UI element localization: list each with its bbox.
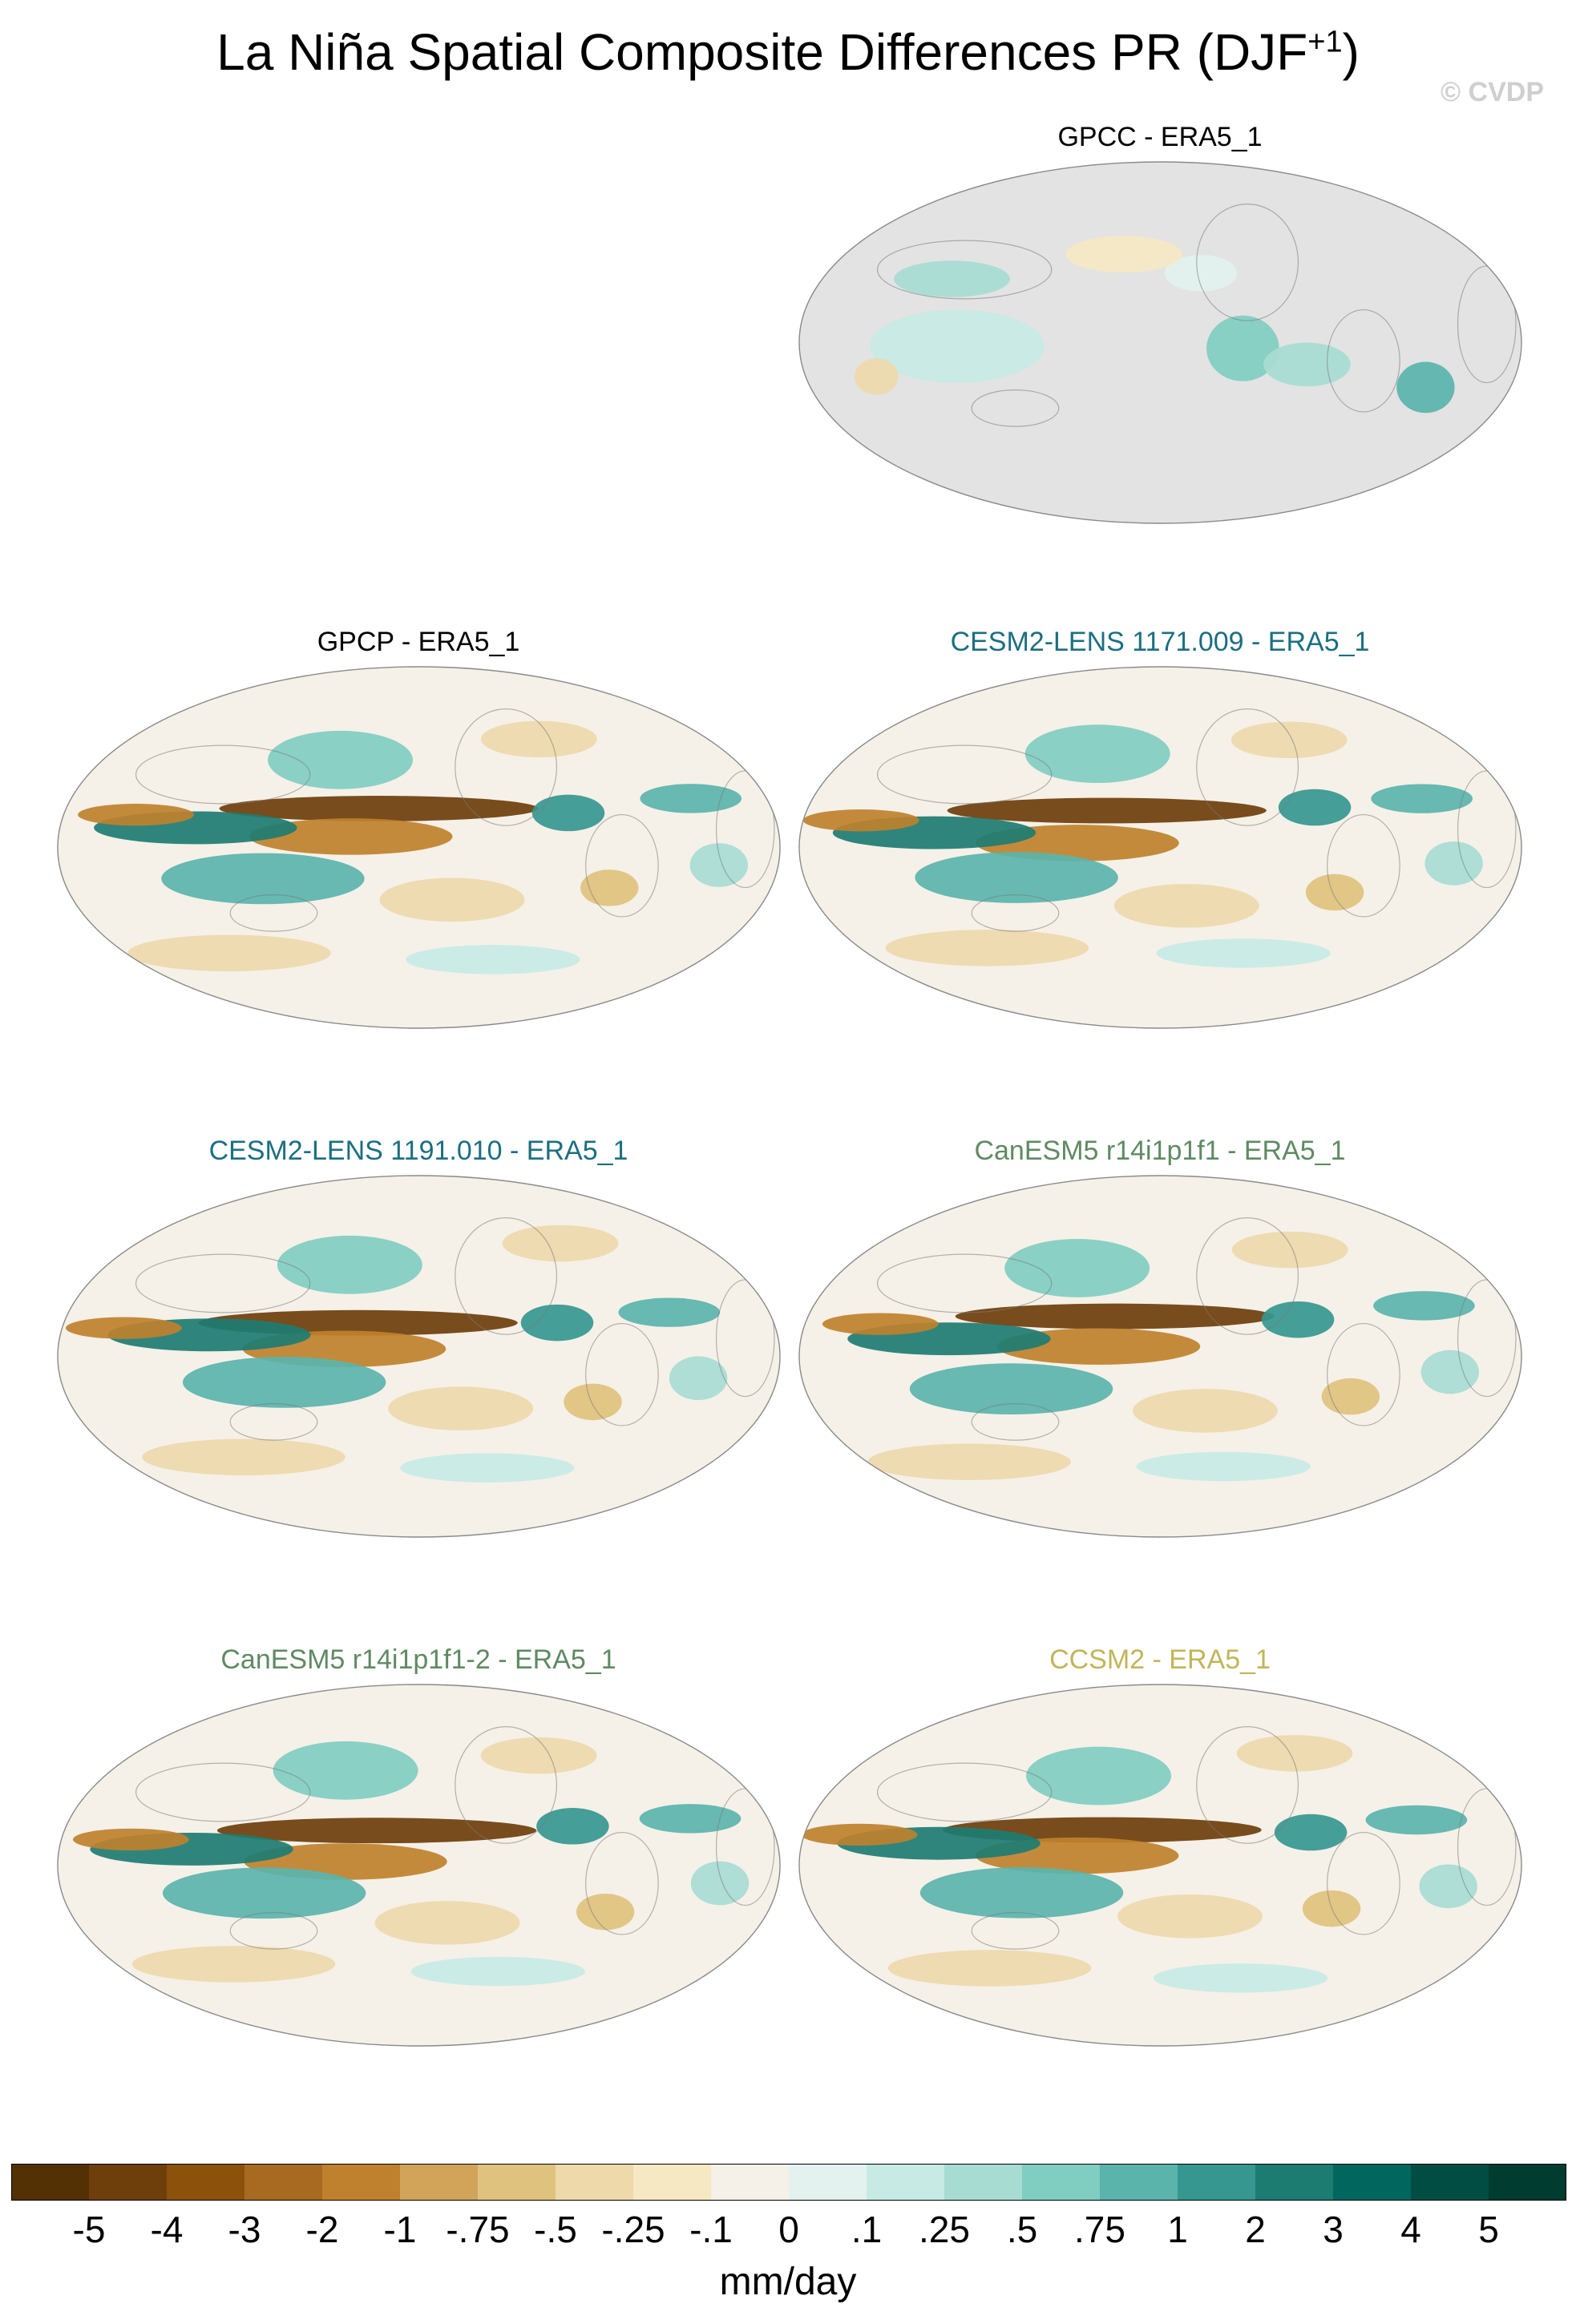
colorbar-tick-label: .25 <box>919 2209 970 2250</box>
colorbar-tick-label: -.75 <box>446 2209 510 2250</box>
panel-title-gpcc: GPCC - ERA5_1 <box>1057 122 1263 152</box>
colorbar-swatch <box>556 2164 634 2201</box>
colorbar-swatch <box>400 2164 479 2201</box>
map-gpcc <box>798 161 1522 524</box>
map-can1 <box>798 1175 1522 1538</box>
colorbar-swatch <box>867 2164 945 2201</box>
colorbar-tick-label: 5 <box>1478 2209 1499 2250</box>
colorbar-tick-label: .1 <box>851 2209 883 2250</box>
panel-title-can1: CanESM5 r14i1p1f1 - ERA5_1 <box>974 1136 1346 1166</box>
colorbar-swatch <box>244 2164 323 2201</box>
map-cesm2 <box>57 1175 781 1538</box>
colorbar-tick-label: 0 <box>778 2209 799 2250</box>
colorbar-tick-label: 4 <box>1400 2209 1421 2250</box>
panel-title-cesm1: CESM2-LENS 1171.009 - ERA5_1 <box>950 627 1370 657</box>
colorbar-tick-label: -3 <box>228 2209 261 2250</box>
colorbar-tick-label: 1 <box>1167 2209 1188 2250</box>
colorbar-swatch <box>167 2164 245 2201</box>
colorbar-tick-label: -.5 <box>534 2209 577 2250</box>
colorbar-tick-label: .5 <box>1006 2209 1038 2250</box>
colorbar-swatch <box>11 2164 90 2201</box>
colorbar-swatch <box>789 2164 867 2201</box>
figure-title: La Niña Spatial Composite Differences PR… <box>216 23 1360 81</box>
map-ccsm <box>798 1684 1522 2047</box>
colorbar-tick-label: -2 <box>305 2209 339 2250</box>
colorbar-swatch <box>89 2164 168 2201</box>
colorbar-tick-label: 3 <box>1323 2209 1344 2250</box>
colorbar-swatch <box>711 2164 790 2201</box>
colorbar-tick-label: -.25 <box>601 2209 665 2250</box>
colorbar-swatch <box>1100 2164 1178 2201</box>
colorbar-swatch <box>1411 2164 1489 2201</box>
colorbar-swatch <box>633 2164 712 2201</box>
colorbar-swatch <box>478 2164 556 2201</box>
colorbar-tick-label: 2 <box>1245 2209 1266 2250</box>
map-cesm1 <box>798 666 1522 1029</box>
colorbar-swatch <box>322 2164 401 2201</box>
panel-title-gpcp: GPCP - ERA5_1 <box>317 627 520 657</box>
map-can2 <box>57 1684 781 2047</box>
colorbar-swatch <box>1178 2164 1256 2201</box>
panel-title-ccsm: CCSM2 - ERA5_1 <box>1049 1644 1271 1675</box>
map-gpcp <box>57 666 781 1029</box>
colorbar-units: mm/day <box>719 2261 857 2303</box>
colorbar-tick-label: .75 <box>1074 2209 1125 2250</box>
colorbar-swatch <box>1022 2164 1101 2201</box>
panel-title-cesm2: CESM2-LENS 1191.010 - ERA5_1 <box>208 1136 628 1166</box>
colorbar-swatch <box>944 2164 1023 2201</box>
colorbar-tick-label: -5 <box>72 2209 106 2250</box>
colorbar-tick-label: -4 <box>150 2209 184 2250</box>
colorbar-swatch <box>1255 2164 1334 2201</box>
cvdp-watermark: © CVDP <box>1441 77 1544 107</box>
colorbar-tick-label: -1 <box>383 2209 417 2250</box>
panel-title-can2: CanESM5 r14i1p1f1-2 - ERA5_1 <box>220 1644 616 1675</box>
colorbar <box>11 2164 1566 2201</box>
colorbar-tick-label: -.1 <box>689 2209 733 2250</box>
colorbar-swatch <box>1333 2164 1412 2201</box>
colorbar-swatch <box>1489 2164 1566 2201</box>
